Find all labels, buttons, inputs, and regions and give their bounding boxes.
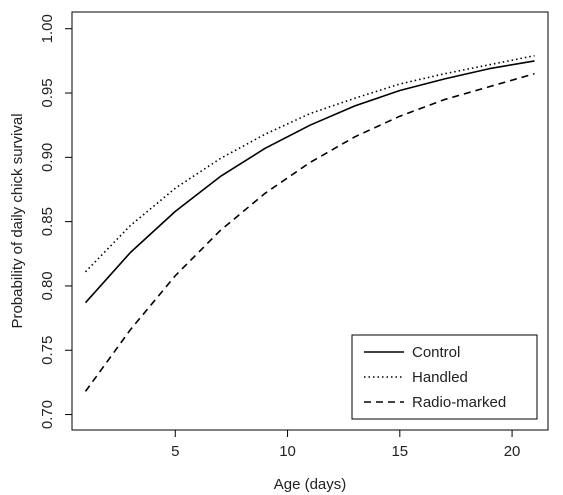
y-tick-label: 0.90 <box>39 143 56 172</box>
x-axis-label: Age (days) <box>274 476 347 493</box>
y-tick-label: 0.75 <box>39 336 56 365</box>
x-tick-label: 5 <box>171 443 179 460</box>
legend-label: Handled <box>412 369 468 386</box>
y-tick-label: 1.00 <box>39 14 56 43</box>
legend: Control Handled Radio-marked <box>351 334 538 420</box>
x-tick-label: 15 <box>391 443 408 460</box>
series-line-radio-marked <box>84 72 535 392</box>
x-axis: 5 10 15 20 <box>171 430 520 460</box>
y-tick-label: 0.95 <box>39 78 56 107</box>
legend-label: Radio-marked <box>412 394 506 411</box>
y-tick-label: 0.85 <box>39 207 56 236</box>
plot-frame <box>71 11 549 431</box>
y-axis-label: Probability of daily chick survival <box>9 113 26 328</box>
y-axis: 0.70 0.75 0.80 0.85 0.90 0.95 1.00 <box>39 14 72 429</box>
series-line-control <box>84 60 535 304</box>
series-layer <box>84 54 535 392</box>
y-tick-label: 0.80 <box>39 271 56 300</box>
series-line-handled <box>84 54 535 273</box>
x-tick-label: 10 <box>279 443 296 460</box>
plot-area <box>71 11 549 431</box>
y-tick-label: 0.70 <box>39 400 56 429</box>
legend-label: Control <box>412 344 460 361</box>
x-tick-label: 20 <box>504 443 521 460</box>
